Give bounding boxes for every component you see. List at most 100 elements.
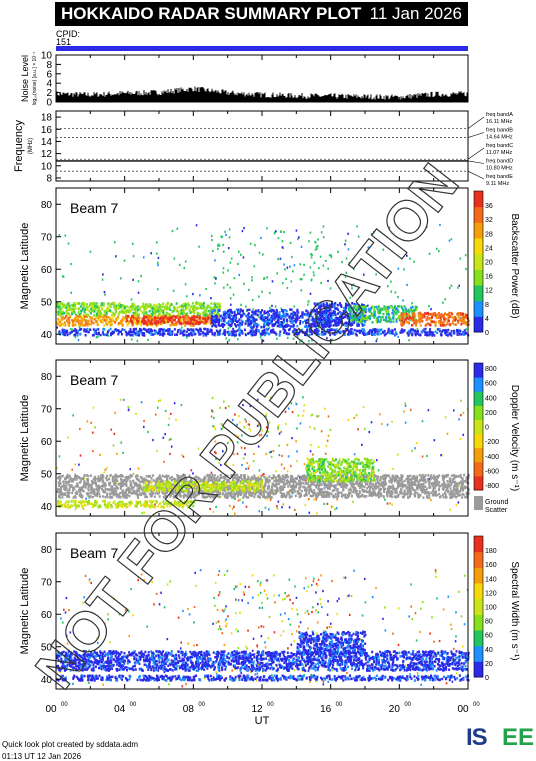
scatter-pixel [103,290,106,294]
region-pixel [61,317,64,321]
region-pixel [263,318,266,322]
region-pixel [288,327,291,331]
region-pixel [151,310,154,314]
region-pixel [169,305,172,308]
scatter-pixel [156,406,159,409]
region-pixel [437,316,440,319]
scatter-pixel [355,414,358,417]
region-pixel [301,328,304,332]
region-pixel [349,313,352,316]
region-pixel [436,331,439,335]
region-pixel [135,333,138,337]
scatter-pixel [289,265,291,268]
scatter-pixel [195,224,198,227]
region-pixel [223,331,226,335]
region-pixel [347,323,350,326]
region-pixel [278,311,281,314]
region-pixel [379,311,382,315]
region-pixel [117,306,120,309]
region-pixel [180,319,183,322]
region-pixel [160,316,163,320]
region-pixel [370,312,373,315]
region-pixel [322,328,325,331]
scatter-pixel [421,455,424,458]
y-tick-label: 40 [41,330,53,341]
region-pixel [347,307,350,310]
scatter-pixel [322,225,325,228]
scatter-pixel [258,434,261,437]
region-pixel [357,322,360,326]
region-pixel [246,308,249,312]
region-pixel [283,331,286,334]
region-pixel [185,308,188,311]
region-pixel [317,317,320,321]
region-pixel [346,314,349,317]
region-pixel [181,475,184,478]
scatter-pixel [220,428,223,431]
region-pixel [332,332,335,335]
region-pixel [347,303,350,307]
scatter-pixel [314,248,317,251]
region-pixel [156,315,159,319]
region-pixel [101,331,104,334]
region-pixel [270,314,273,318]
region-pixel [155,304,158,308]
region-pixel [416,329,419,333]
region-pixel [257,309,260,312]
region-pixel [380,332,383,336]
scatter-pixel [251,479,253,482]
scatter-pixel [441,454,443,457]
region-pixel [361,303,364,306]
region-pixel [214,324,217,328]
y-tick-label: 0 [46,98,52,109]
region-pixel [349,332,352,336]
region-pixel [106,488,109,491]
region-pixel [155,322,158,326]
region-pixel [344,322,347,325]
region-pixel [416,475,419,478]
region-pixel [220,319,223,322]
scatter-pixel [238,415,240,418]
region-pixel [86,324,89,327]
scatter-pixel [173,257,176,260]
scatter-pixel [265,426,268,429]
region-pixel [441,323,444,327]
scatter-pixel [257,475,260,478]
region-pixel [233,314,236,318]
region-pixel [155,307,158,311]
region-pixel [350,324,353,327]
scatter-pixel [296,427,298,430]
scatter-pixel [132,472,135,476]
region-pixel [147,319,150,322]
region-pixel [79,328,82,331]
region-pixel [291,321,294,325]
region-pixel [192,330,195,334]
scatter-pixel [174,489,177,492]
region-pixel [353,328,356,332]
region-pixel [105,318,108,322]
region-pixel [339,315,342,319]
region-pixel [156,306,159,309]
scatter-pixel [233,505,235,508]
scatter-pixel [178,263,181,266]
region-pixel [232,331,235,334]
region-pixel [178,305,181,309]
region-pixel [117,322,120,325]
region-pixel [340,320,343,323]
scatter-pixel [253,453,255,456]
region-pixel [63,306,66,309]
region-pixel [74,317,77,320]
scatter-pixel [232,293,235,296]
region-pixel [74,328,77,331]
region-pixel [420,315,423,318]
region-pixel [320,318,323,321]
scatter-pixel [261,290,263,293]
region-pixel [377,315,380,319]
region-pixel [97,305,100,308]
region-pixel [165,307,168,310]
region-pixel [105,312,108,316]
region-pixel [305,309,308,313]
region-pixel [351,301,354,305]
noise-ylabel: Noise Level [20,55,30,102]
scatter-pixel [296,335,299,338]
